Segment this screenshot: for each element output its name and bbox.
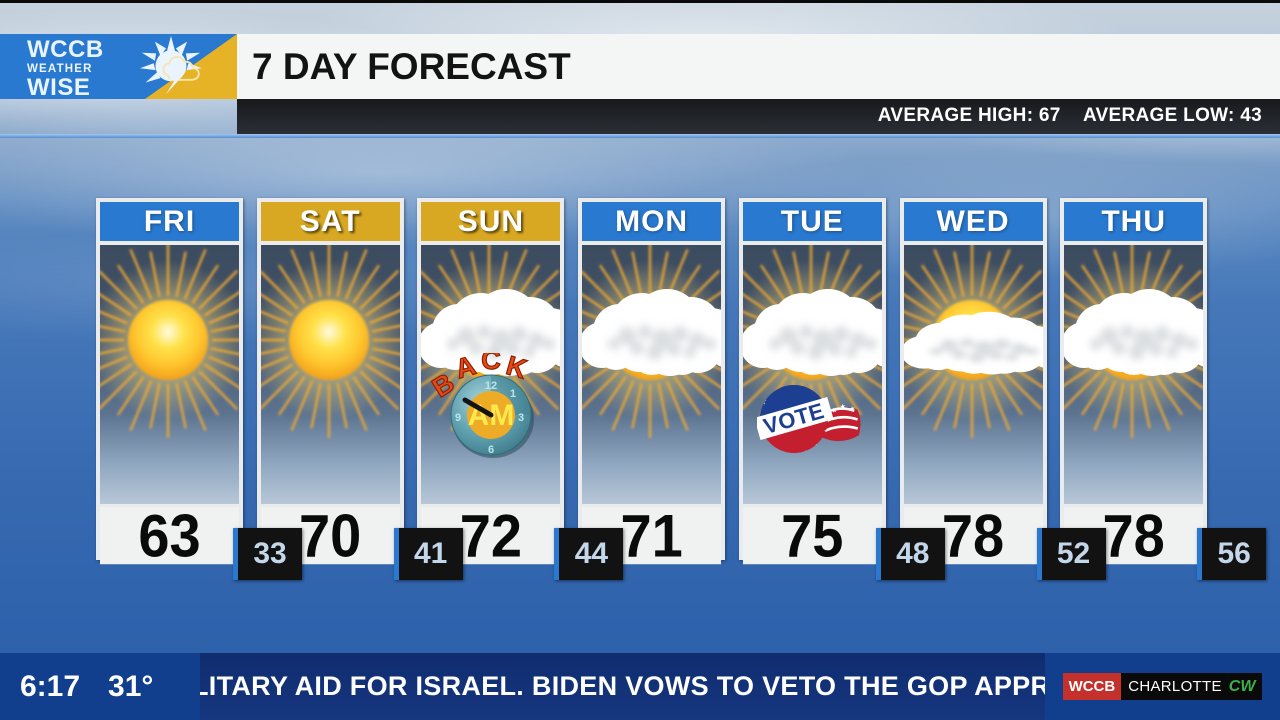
svg-text:3: 3 <box>518 412 524 424</box>
svg-text:12: 12 <box>485 380 497 392</box>
svg-text:6: 6 <box>488 444 494 456</box>
svg-text:9: 9 <box>455 412 461 424</box>
svg-text:C: C <box>482 353 502 375</box>
